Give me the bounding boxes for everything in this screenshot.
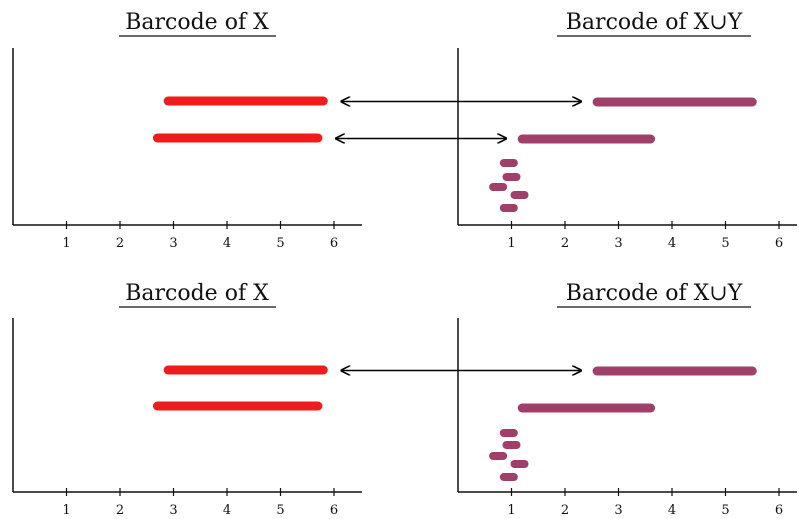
panel-top-right: 1 2 3 4 5 6 — [457, 48, 797, 251]
panel-bottom-left: 1 2 3 4 5 6 — [12, 318, 362, 518]
x-tick-label: 6 — [330, 503, 338, 518]
x-tick-label: 3 — [169, 236, 177, 251]
x-tick-label: 5 — [721, 236, 729, 251]
panel-top-left: 1 2 3 4 5 6 — [12, 48, 362, 251]
title-top-right: Barcode of X∪Y — [566, 10, 743, 35]
x-tick-label: 4 — [223, 503, 231, 518]
title-bottom-right: Barcode of X∪Y — [566, 281, 743, 306]
x-tick-label: 4 — [668, 503, 676, 518]
x-tick-label: 2 — [561, 503, 569, 518]
x-tick-label: 5 — [721, 503, 729, 518]
x-tick-label: 1 — [507, 503, 515, 518]
panel-bottom-right: 1 2 3 4 5 6 — [457, 318, 797, 518]
x-tick-label: 1 — [62, 236, 70, 251]
x-tick-label: 4 — [223, 236, 231, 251]
title-bottom-left: Barcode of X — [125, 281, 269, 306]
x-tick-label: 3 — [614, 503, 622, 518]
x-tick-label: 5 — [276, 236, 284, 251]
x-tick-label: 3 — [169, 503, 177, 518]
x-tick-label: 2 — [116, 236, 124, 251]
x-tick-label: 4 — [668, 236, 676, 251]
x-tick-label: 1 — [507, 236, 515, 251]
x-tick-label: 2 — [561, 236, 569, 251]
x-tick-label: 2 — [116, 503, 124, 518]
x-tick-label: 5 — [276, 503, 284, 518]
x-tick-label: 6 — [775, 236, 783, 251]
x-tick-label: 3 — [614, 236, 622, 251]
title-top-left: Barcode of X — [125, 10, 269, 35]
x-tick-label: 1 — [62, 503, 70, 518]
x-tick-label: 6 — [775, 503, 783, 518]
x-tick-label: 6 — [330, 236, 338, 251]
